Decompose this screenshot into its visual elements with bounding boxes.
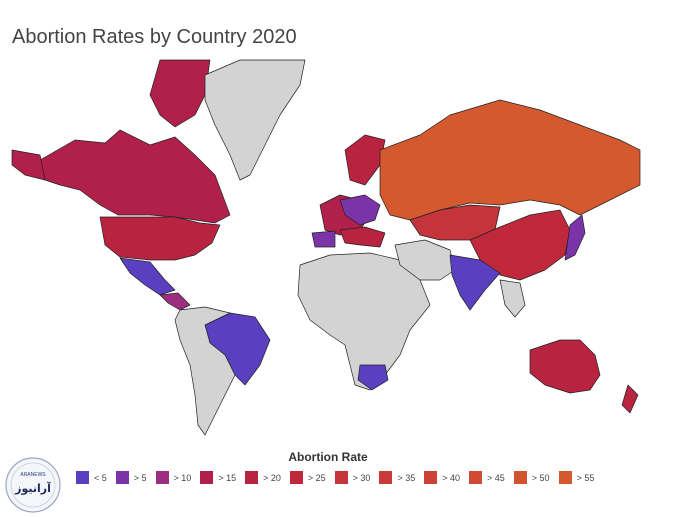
legend-item[interactable]: > 55 [558, 471, 595, 484]
legend-label: > 35 [397, 472, 416, 483]
legend-label: > 55 [576, 472, 595, 483]
legend-label: > 10 [173, 472, 192, 483]
legend-swatch [334, 471, 348, 484]
region-spain[interactable] [311, 230, 336, 248]
legend-label: > 40 [442, 472, 460, 483]
legend-label: > 50 [531, 472, 550, 483]
region-canada-arctic[interactable] [149, 59, 211, 128]
legend-swatch [76, 471, 89, 484]
legend-item[interactable]: < 5 [76, 471, 107, 484]
logo-text: آرانیوز [14, 481, 51, 495]
region-south-america-other[interactable] [174, 306, 236, 436]
legend-item[interactable]: > 45 [469, 471, 505, 484]
region-se-asia[interactable] [499, 279, 526, 318]
legend-item[interactable]: > 20 [245, 471, 281, 484]
region-europe-central[interactable] [339, 194, 381, 226]
region-italy-balkans[interactable] [339, 226, 386, 248]
legend-swatch [558, 471, 572, 484]
legend-swatch [424, 471, 438, 484]
legend-swatch [469, 471, 482, 484]
region-japan[interactable] [564, 214, 586, 261]
legend-item[interactable]: > 50 [513, 471, 550, 484]
legend-swatch [245, 471, 259, 484]
legend-label: > 25 [307, 472, 326, 483]
region-greenland[interactable] [204, 59, 306, 181]
legend-item[interactable]: > 30 [334, 471, 371, 484]
legend-item[interactable]: > 10 [155, 471, 192, 484]
region-central-america[interactable] [159, 292, 191, 311]
legend-label: < 5 [94, 472, 107, 483]
legend-item[interactable]: > 25 [289, 471, 326, 484]
region-middle-east[interactable] [394, 239, 456, 281]
legend-item[interactable]: > 35 [379, 471, 415, 484]
legend-swatch [289, 471, 303, 484]
legend-item[interactable]: > 40 [424, 471, 460, 484]
region-australia[interactable] [529, 339, 601, 394]
legend-swatch [379, 471, 393, 484]
legend-swatch [200, 471, 214, 484]
legend-title: Abortion Rate [288, 450, 368, 464]
region-canada[interactable] [39, 129, 231, 224]
region-usa[interactable] [99, 216, 221, 261]
region-mexico[interactable] [119, 257, 176, 296]
legend-swatch [155, 471, 169, 484]
legend-label: > 20 [263, 472, 281, 483]
legend-label: > 5 [133, 472, 147, 483]
legend-swatch [513, 471, 527, 484]
legend-label: > 45 [487, 472, 505, 483]
world-map [11, 59, 641, 436]
legend-item[interactable]: > 15 [200, 471, 236, 484]
legend-label: > 30 [352, 472, 371, 483]
legend-item[interactable]: > 5 [115, 471, 147, 484]
region-alaska[interactable] [11, 149, 46, 181]
map-title: Abortion Rates by Country 2020 [12, 26, 297, 48]
legend-label: > 15 [218, 472, 237, 483]
region-scandinavia[interactable] [344, 134, 386, 186]
region-south-africa[interactable] [357, 364, 389, 391]
region-new-zealand[interactable] [621, 384, 639, 414]
aranews-logo: ARANEWS آرانیوز [5, 457, 61, 513]
logo-small-text: ARANEWS [20, 472, 46, 478]
region-india[interactable] [449, 254, 501, 311]
legend: < 5 > 5 > 10 > 15 > 20 > 25 > 30 > 35 > 40 > 45 > … [76, 471, 603, 484]
region-russia[interactable] [379, 99, 641, 221]
legend-swatch [115, 471, 129, 484]
